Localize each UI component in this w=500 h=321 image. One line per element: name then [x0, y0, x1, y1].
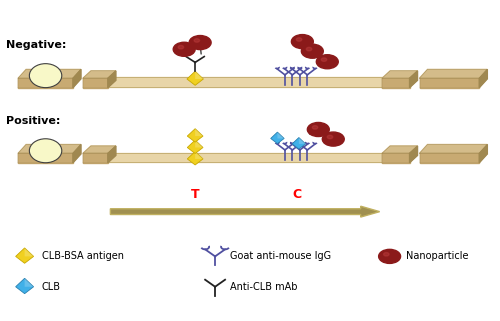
Polygon shape [382, 71, 418, 78]
Polygon shape [108, 71, 116, 88]
Polygon shape [83, 78, 108, 88]
Circle shape [378, 249, 400, 264]
Polygon shape [410, 146, 418, 163]
Polygon shape [480, 144, 488, 163]
Polygon shape [18, 69, 81, 78]
Circle shape [173, 42, 195, 56]
Polygon shape [420, 78, 480, 88]
Circle shape [302, 44, 324, 58]
Circle shape [296, 38, 302, 41]
Polygon shape [420, 69, 488, 78]
Polygon shape [24, 248, 34, 256]
Polygon shape [108, 146, 116, 163]
Text: Goat anti-mouse IgG: Goat anti-mouse IgG [230, 251, 331, 261]
Polygon shape [83, 71, 116, 78]
Circle shape [384, 253, 389, 256]
Ellipse shape [30, 64, 62, 88]
Polygon shape [195, 140, 203, 147]
Polygon shape [83, 153, 108, 163]
Polygon shape [420, 144, 488, 153]
Polygon shape [18, 153, 73, 163]
Polygon shape [420, 153, 480, 163]
Circle shape [306, 47, 312, 51]
Polygon shape [382, 78, 409, 88]
Polygon shape [480, 69, 488, 88]
Polygon shape [100, 152, 409, 162]
Polygon shape [188, 152, 203, 165]
Text: T: T [191, 187, 200, 201]
Polygon shape [299, 138, 306, 144]
Circle shape [194, 39, 200, 42]
Text: Positive:: Positive: [6, 116, 60, 126]
FancyArrow shape [110, 206, 380, 217]
Polygon shape [18, 78, 73, 88]
Circle shape [308, 123, 330, 136]
Polygon shape [73, 69, 81, 88]
Polygon shape [188, 140, 203, 153]
Polygon shape [16, 248, 34, 263]
Polygon shape [410, 71, 418, 88]
Circle shape [178, 45, 184, 49]
Polygon shape [195, 129, 203, 136]
Text: CLB-BSA antigen: CLB-BSA antigen [42, 251, 123, 261]
Circle shape [322, 132, 344, 146]
Polygon shape [278, 132, 284, 138]
Polygon shape [382, 146, 418, 153]
Polygon shape [195, 71, 203, 79]
Polygon shape [187, 71, 204, 85]
Circle shape [322, 58, 326, 61]
Polygon shape [18, 144, 81, 153]
Polygon shape [16, 278, 34, 294]
Text: Anti-CLB mAb: Anti-CLB mAb [230, 282, 298, 292]
Polygon shape [188, 129, 203, 142]
Circle shape [312, 126, 318, 129]
Text: C: C [293, 187, 302, 201]
Polygon shape [24, 278, 34, 287]
Polygon shape [195, 152, 203, 159]
Text: Negative:: Negative: [6, 40, 66, 50]
Text: CLB: CLB [42, 282, 60, 292]
Polygon shape [292, 138, 306, 149]
Circle shape [327, 135, 332, 139]
Polygon shape [100, 77, 409, 87]
Circle shape [316, 55, 338, 69]
Polygon shape [83, 146, 116, 153]
Polygon shape [382, 153, 409, 163]
Polygon shape [270, 132, 284, 143]
Polygon shape [73, 144, 81, 163]
Text: Nanoparticle: Nanoparticle [406, 251, 468, 261]
Ellipse shape [30, 139, 62, 163]
Circle shape [189, 36, 211, 50]
Circle shape [292, 35, 314, 49]
